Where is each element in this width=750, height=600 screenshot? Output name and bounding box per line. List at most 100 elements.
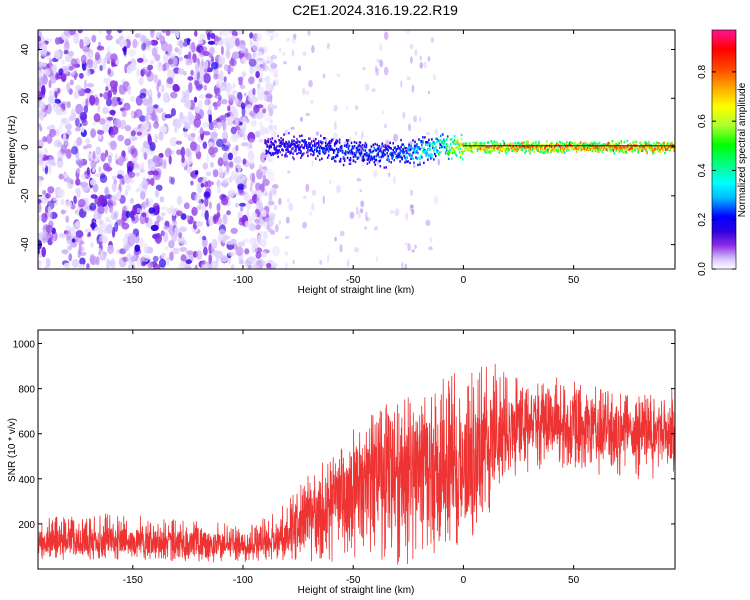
spectrogram-cell	[512, 142, 514, 145]
spectrogram-cell	[483, 142, 486, 145]
spectrogram-cell	[442, 133, 444, 136]
spectrogram-cell	[266, 140, 268, 143]
spectrogram-cell	[230, 126, 237, 135]
spectrogram-cell	[188, 82, 193, 93]
spectrogram-cell	[364, 146, 367, 149]
spectrogram-cell	[658, 148, 660, 151]
spectrogram-cell	[571, 142, 574, 145]
spectrogram-cell	[578, 148, 581, 152]
spectrogram-cell	[75, 103, 84, 115]
spectrogram-cell	[295, 145, 297, 148]
spectrogram-cell	[409, 153, 411, 156]
spectrogram-cell	[361, 147, 364, 150]
spectrogram-cell	[383, 66, 389, 76]
spectrogram-cell	[504, 145, 507, 148]
spectrogram-cell	[146, 103, 154, 115]
spectrogram-cell	[470, 150, 473, 153]
spectrogram-cell	[418, 138, 420, 141]
spectrogram-cell	[325, 144, 328, 147]
spectrogram-cell	[213, 213, 218, 220]
spectrogram-cell	[320, 140, 322, 143]
spectrogram-cell	[423, 147, 425, 150]
spectrogram-cell	[380, 155, 383, 159]
spectrogram-cell	[566, 144, 568, 147]
spectrogram-cell	[273, 145, 275, 148]
spectrogram-cell	[285, 152, 287, 155]
spectrogram-cell	[47, 159, 54, 165]
x-tick-label: -50	[346, 575, 361, 586]
spectrogram-cell	[418, 116, 422, 123]
spectrogram-cell	[270, 153, 272, 157]
spectrogram-cell	[42, 74, 48, 85]
spectrogram-cell	[453, 139, 456, 142]
spectrogram-cell	[462, 149, 465, 152]
spectrogram-cell	[667, 147, 669, 150]
spectrogram-cell	[226, 161, 230, 172]
spectrogram-cell	[74, 209, 79, 215]
spectrogram-cell	[526, 146, 528, 149]
spectrogram-cell	[65, 215, 70, 223]
spectrogram-cell	[162, 93, 169, 104]
spectrogram-cell	[243, 194, 251, 202]
spectrogram-cell	[353, 153, 356, 156]
spectrogram-cell	[600, 146, 603, 150]
spectrogram-cell	[572, 143, 575, 146]
spectrogram-cell	[73, 195, 77, 205]
spectrogram-cell	[536, 145, 538, 149]
spectrogram-cell	[155, 107, 164, 114]
spectrogram-cell	[671, 141, 673, 145]
spectrogram-cell	[449, 149, 452, 153]
spectrogram-cell	[523, 141, 525, 144]
spectrogram-cell	[566, 141, 568, 144]
spectrogram-cell	[356, 177, 362, 182]
spectrogram-cell	[228, 94, 236, 101]
spectrogram-cell	[658, 145, 660, 148]
spectrogram-cell	[452, 142, 455, 145]
spectrogram-cell	[668, 145, 670, 149]
spectrogram-cell	[541, 144, 543, 147]
spectrogram-cell	[42, 156, 50, 161]
spectrogram-cell	[203, 84, 208, 91]
spectrogram-cell	[354, 247, 360, 253]
spectrogram-cell	[145, 197, 149, 207]
spectrogram-cell	[211, 136, 219, 141]
spectrogram-cell	[38, 203, 42, 213]
spectrogram-cell	[388, 146, 390, 149]
spectrogram-cell	[340, 147, 343, 150]
spectrogram-cell	[186, 215, 191, 221]
spectrogram-cell	[508, 143, 510, 147]
spectrogram-cell	[571, 145, 574, 149]
spectrogram-cell	[608, 146, 611, 149]
spectrogram-cell	[532, 145, 534, 149]
spectrogram-cell	[269, 138, 271, 141]
spectrogram-cell	[346, 106, 349, 111]
spectrogram-cell	[97, 104, 101, 113]
spectrogram-cell	[147, 64, 154, 71]
spectrogram-cell	[229, 175, 233, 183]
spectrogram-cell	[167, 52, 173, 58]
spectrogram-cell	[415, 150, 417, 154]
spectrogram-cell	[209, 46, 215, 55]
spectrogram-cell	[366, 162, 369, 165]
spectrogram-cell	[332, 151, 335, 154]
spectrogram-cell	[314, 141, 316, 144]
spectrogram-cell	[461, 151, 464, 154]
spectrogram-cell	[331, 156, 334, 159]
spectrogram-cell	[357, 156, 360, 159]
spectrogram-cell	[224, 113, 231, 118]
spectrogram-cell	[251, 138, 255, 143]
spectrogram-cell	[600, 143, 603, 147]
spectrogram-cell	[76, 136, 83, 146]
spectrogram-cell	[478, 145, 481, 149]
spectrogram-cell	[336, 185, 341, 194]
spectrogram-cell	[107, 116, 114, 121]
spectrogram-cell	[381, 110, 385, 115]
spectrogram-cell	[406, 156, 408, 160]
spectrogram-cell	[92, 183, 99, 193]
spectrogram-cell	[631, 150, 633, 153]
spectrogram-cell	[129, 210, 135, 219]
spectrogram-cell	[273, 152, 275, 155]
spectrogram-cell	[309, 137, 311, 140]
spectrogram-cell	[251, 40, 260, 52]
